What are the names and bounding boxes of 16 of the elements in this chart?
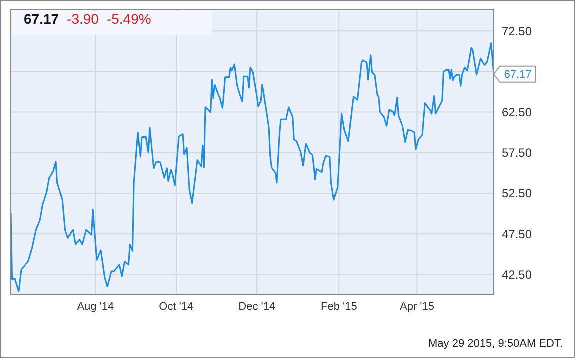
x-tick-label: Apr '15 <box>400 301 435 313</box>
text: May 29 2015, 9:50AM EDT. <box>428 338 563 350</box>
y-tick-label: 52.50 <box>502 186 532 201</box>
x-tick-label: Oct '14 <box>159 301 194 313</box>
chart-subtitle: -3.90 -5.49% <box>67 10 152 27</box>
annotation: 67.17 <box>504 69 532 82</box>
chart-title: 67.17 <box>24 10 60 27</box>
y-tick-label: 42.50 <box>502 268 532 282</box>
line-series <box>10 42 495 292</box>
y-tick-label: 72.50 <box>502 24 532 38</box>
x-tick-label: Feb '15 <box>320 301 358 313</box>
y-tick-label: 62.50 <box>502 106 532 120</box>
y-tick-label: 47.50 <box>502 227 532 242</box>
x-tick-label: Aug '14 <box>77 301 114 313</box>
x-tick-label: Dec '14 <box>238 301 276 313</box>
y-tick-label: 57.50 <box>502 146 532 160</box>
